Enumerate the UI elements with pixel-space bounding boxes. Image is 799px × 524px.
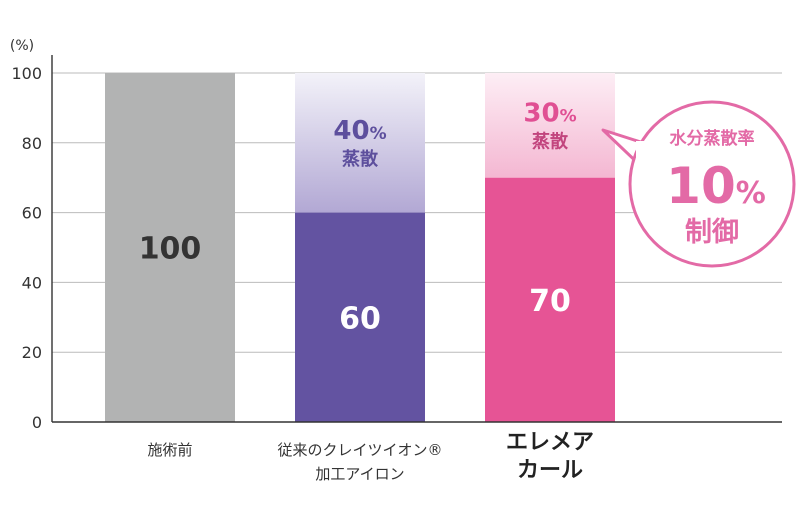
y-tick-label: 40 [22, 273, 42, 292]
callout-line1: 水分蒸散率 [670, 128, 755, 149]
category-label: 加工アイロン [315, 465, 404, 483]
y-tick-label: 100 [11, 64, 42, 83]
evaporation-label: 蒸散 [342, 148, 379, 170]
bar [295, 212, 425, 422]
y-unit-label: (%) [10, 38, 34, 54]
y-tick-label: 60 [22, 204, 42, 223]
y-tick-labels: 0 20 40 60 80 100 [11, 64, 42, 432]
y-tick-label: 0 [32, 413, 42, 432]
y-tick-label: 20 [22, 343, 42, 362]
y-tick-label: 80 [22, 134, 42, 153]
callout-circle [628, 100, 796, 268]
evaporation-segment [295, 73, 425, 213]
evaporation-label: 蒸散 [532, 130, 569, 152]
bar-value-label: 100 [139, 232, 202, 267]
bar [485, 177, 615, 422]
bar-value-label: 70 [529, 284, 571, 319]
callout-joint-mask [636, 141, 654, 167]
callout-badge: 水分蒸散率 10%制御 [601, 100, 796, 268]
category-label: エレメア [506, 430, 594, 455]
category-label: 施術前 [147, 441, 192, 459]
bar [105, 73, 235, 422]
callout-big-number: 10% [666, 157, 766, 215]
bar-value-label: 60 [339, 301, 381, 336]
evaporation-percent: 40% [333, 116, 386, 146]
evaporation-percent: 30% [523, 98, 576, 128]
category-label: カール [517, 458, 583, 483]
axes [51, 55, 782, 423]
category-label: 従来のクレイツイオン® [277, 441, 442, 459]
callout-line3: 制御 [685, 217, 739, 248]
evaporation-segment [485, 73, 615, 178]
